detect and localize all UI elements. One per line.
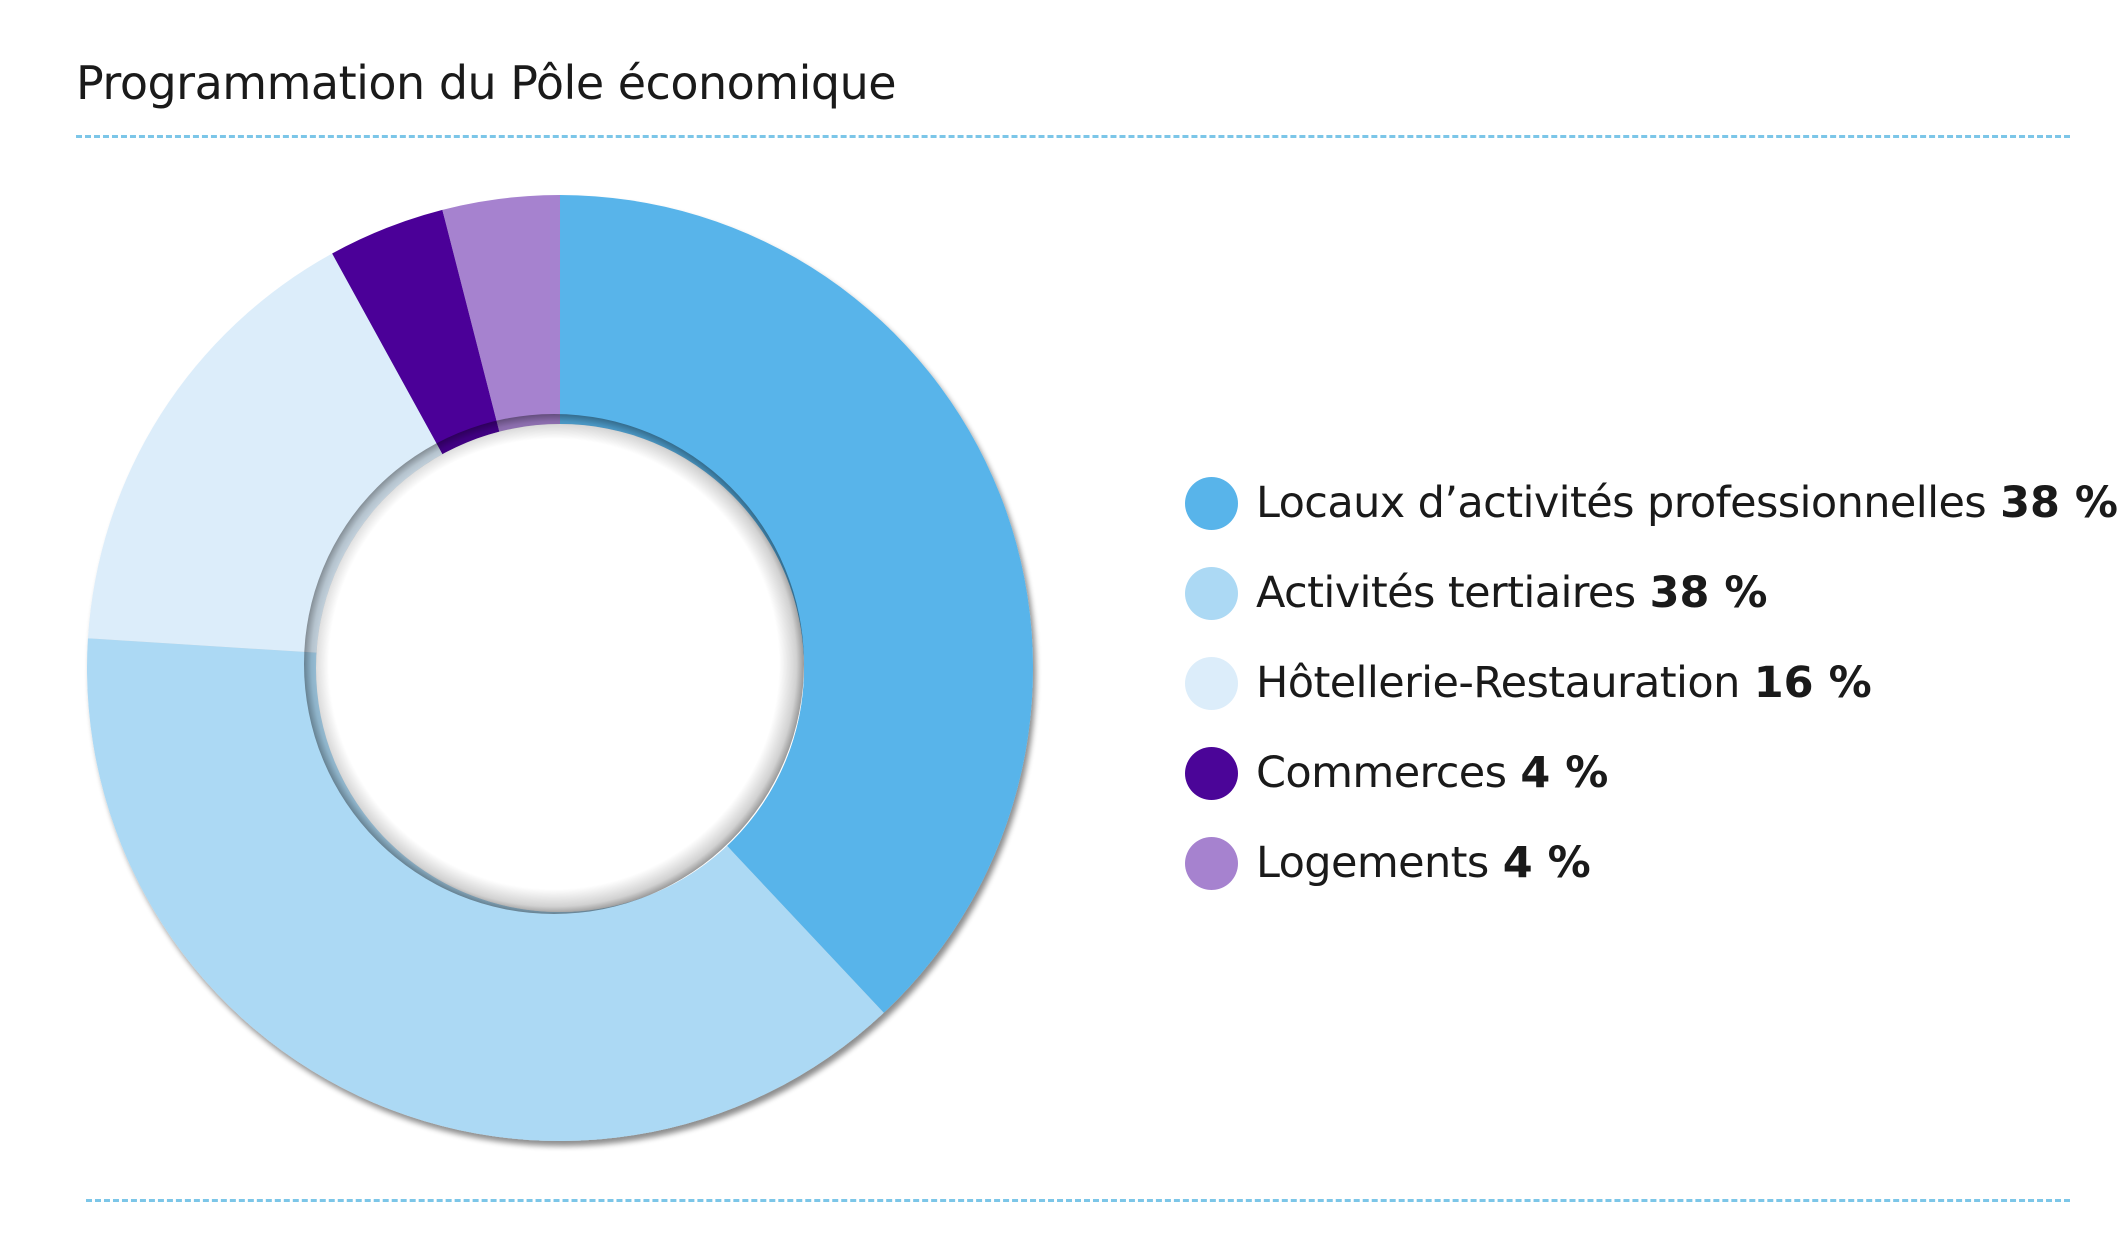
donut-slice-4 (332, 209, 500, 455)
legend-item: Hôtellerie-Restauration 16 % (1185, 638, 2117, 728)
legend-label: Locaux d’activités professionnelles (1256, 478, 1987, 528)
chart-title: Programmation du Pôle économique (76, 56, 897, 110)
legend-value: 38 % (1649, 568, 1768, 618)
donut-chart (87, 195, 1033, 1141)
donut-slice-5 (442, 195, 560, 432)
legend-swatch (1185, 566, 1238, 620)
legend-value: 16 % (1753, 658, 1872, 708)
legend-item: Locaux d’activités professionnelles 38 % (1185, 458, 2117, 548)
legend-item: Activités tertiaires 38 % (1185, 548, 2117, 638)
top-divider (76, 135, 2070, 138)
legend-value: 4 % (1520, 748, 1609, 798)
legend-swatch (1185, 476, 1238, 530)
legend-label: Commerces (1256, 748, 1507, 798)
legend-swatch (1185, 746, 1238, 800)
legend-item: Commerces 4 % (1185, 728, 2117, 818)
donut-slice-3 (87, 253, 443, 653)
legend-value: 4 % (1502, 838, 1591, 888)
legend-label: Logements (1256, 838, 1489, 888)
legend-label: Hôtellerie-Restauration (1256, 658, 1740, 708)
legend: Locaux d’activités professionnelles 38 %… (1185, 458, 2117, 908)
legend-item: Logements 4 % (1185, 818, 2117, 908)
legend-value: 38 % (2000, 478, 2117, 528)
legend-swatch (1185, 656, 1238, 710)
legend-label: Activités tertiaires (1256, 568, 1636, 618)
donut-slice-2 (87, 638, 884, 1141)
legend-swatch (1185, 836, 1238, 890)
donut-hole-shadow (304, 414, 804, 914)
bottom-divider (86, 1199, 2070, 1202)
